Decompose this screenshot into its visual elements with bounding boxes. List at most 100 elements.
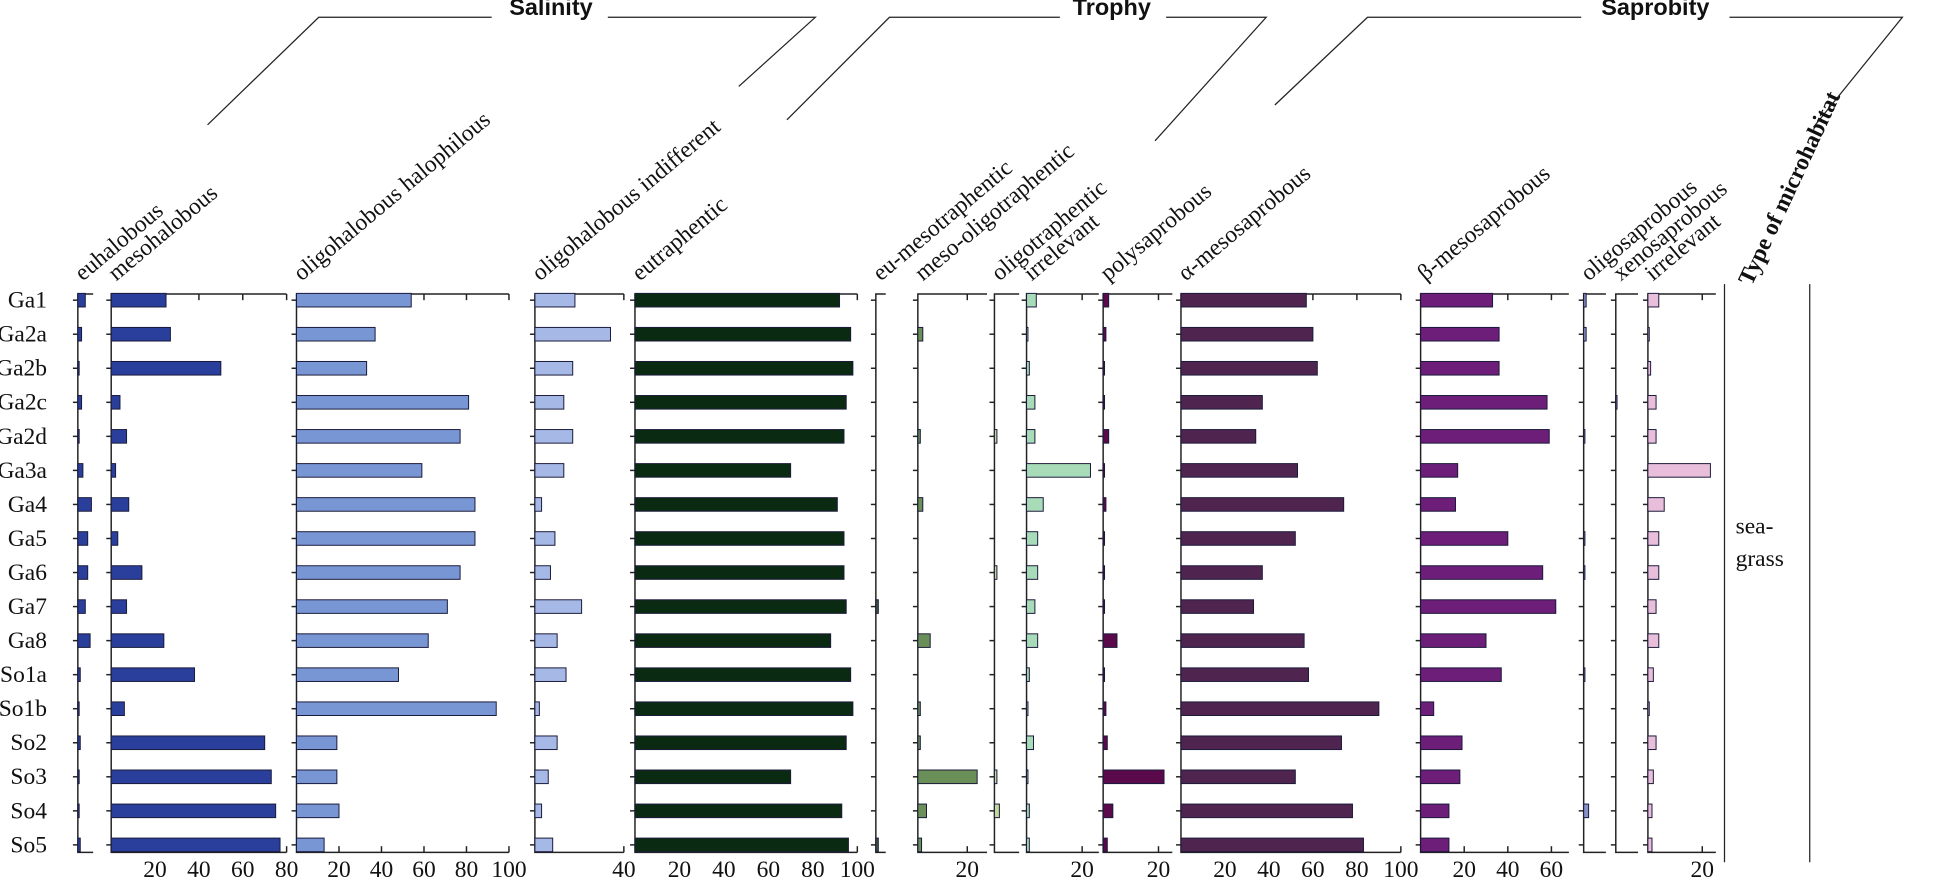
- bar: [634, 497, 838, 512]
- bar: [917, 769, 978, 785]
- bar: [1026, 360, 1030, 376]
- bar: [77, 565, 89, 580]
- bar: [77, 633, 91, 648]
- bar: [917, 837, 923, 853]
- x-tick-label: 60: [757, 857, 780, 882]
- bar: [1102, 633, 1118, 648]
- group-brackets: [207, 16, 1904, 863]
- bar: [296, 599, 448, 614]
- bar: [534, 769, 549, 785]
- bar: [534, 565, 551, 580]
- x-tick-label: 40: [1257, 857, 1280, 882]
- bar: [296, 667, 399, 682]
- bar: [1180, 531, 1296, 546]
- row-label: So1a: [0, 662, 48, 688]
- bar: [1180, 837, 1364, 853]
- x-tick-label: 100: [1383, 857, 1418, 882]
- bar: [1102, 531, 1106, 546]
- bar: [534, 837, 554, 853]
- bar: [534, 633, 558, 648]
- bar: [1102, 599, 1106, 614]
- bar: [1026, 429, 1036, 444]
- bar: [1026, 326, 1029, 342]
- bar: [296, 531, 476, 546]
- bar: [296, 429, 461, 444]
- bar: [110, 565, 143, 580]
- bar: [110, 769, 272, 785]
- row-label: Ga5: [8, 526, 47, 552]
- bar: [634, 565, 845, 580]
- bar: [1026, 633, 1039, 648]
- bar: [1583, 565, 1586, 580]
- bar: [1420, 735, 1463, 751]
- bar: [917, 497, 924, 512]
- x-tick-label: 40: [612, 857, 635, 882]
- bar: [1647, 360, 1652, 376]
- bar: [296, 803, 340, 819]
- bar: [1420, 599, 1557, 614]
- x-tick-label: 20: [1691, 857, 1714, 882]
- bar: [110, 701, 125, 717]
- panel-label: oligohalobous indifferent: [527, 113, 726, 286]
- x-tick-label: 20: [143, 857, 166, 882]
- bar: [1420, 769, 1461, 785]
- bar: [1583, 667, 1586, 682]
- row-label: Ga1: [8, 288, 47, 314]
- bar: [1420, 326, 1500, 342]
- bar: [917, 326, 924, 342]
- row-label: So1b: [0, 696, 47, 722]
- bar: [77, 531, 89, 546]
- bar: [77, 803, 80, 819]
- row-label: Ga2a: [0, 322, 48, 348]
- axis: [1615, 293, 1639, 854]
- bar: [1180, 292, 1307, 308]
- bar: [1102, 667, 1106, 682]
- bar: [1647, 292, 1660, 308]
- bar: [1420, 633, 1487, 648]
- bar: [1102, 701, 1107, 717]
- bar: [634, 463, 792, 478]
- bar: [296, 360, 368, 376]
- bar: [1420, 667, 1502, 682]
- bar: [1647, 803, 1653, 819]
- bar: [1180, 633, 1305, 648]
- panel-label: oligohalobous halophilous: [289, 107, 496, 287]
- bar: [1420, 360, 1500, 376]
- bar: [534, 497, 543, 512]
- bar: [1026, 735, 1035, 751]
- bar: [534, 531, 556, 546]
- bar: [1102, 326, 1107, 342]
- bar: [534, 360, 574, 376]
- bar: [634, 667, 852, 682]
- bar: [1102, 360, 1106, 376]
- bar: [1420, 837, 1450, 853]
- x-tick-label: 20: [1070, 857, 1093, 882]
- bar: [1026, 837, 1030, 853]
- bar: [534, 667, 567, 682]
- bar: [1180, 395, 1263, 410]
- bar: [1102, 803, 1114, 819]
- bar: [1180, 769, 1296, 785]
- row-label: So2: [10, 730, 47, 756]
- bar: [875, 599, 879, 614]
- bar: [1420, 395, 1548, 410]
- bar: [1180, 667, 1309, 682]
- bar: [534, 292, 576, 308]
- bar: [1180, 565, 1263, 580]
- microhabitat-label: sea-: [1736, 514, 1774, 540]
- bar: [634, 633, 832, 648]
- bar: [296, 565, 461, 580]
- bar: [110, 633, 165, 648]
- bar: [1420, 701, 1435, 717]
- bar: [917, 701, 921, 717]
- bar: [77, 701, 80, 717]
- bar: [1420, 803, 1450, 819]
- row-label: So3: [10, 764, 47, 790]
- bar: [296, 292, 412, 308]
- bar: [634, 803, 843, 819]
- bar: [1026, 701, 1029, 717]
- bar: [1026, 803, 1030, 819]
- bar: [534, 429, 574, 444]
- row-label: Ga8: [8, 628, 47, 654]
- bar: [1420, 565, 1544, 580]
